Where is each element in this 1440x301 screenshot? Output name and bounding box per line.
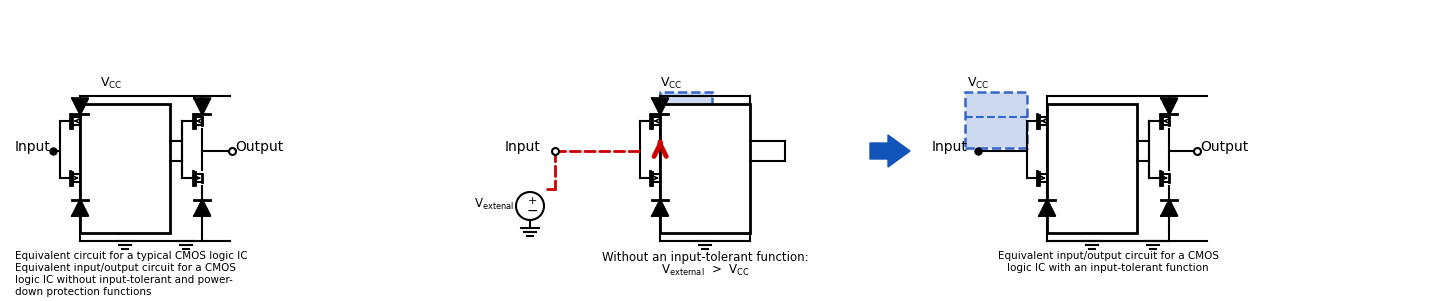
FancyArrow shape — [870, 135, 910, 167]
Text: Equivalent circuit for a typical CMOS logic IC: Equivalent circuit for a typical CMOS lo… — [14, 251, 248, 261]
Text: Output: Output — [235, 140, 284, 154]
Text: −: − — [526, 204, 537, 218]
Polygon shape — [1161, 200, 1178, 216]
Text: Input: Input — [505, 140, 541, 154]
Bar — [81, 104, 170, 233]
Polygon shape — [1161, 98, 1178, 114]
Text: Equivalent input/output circuit for a CMOS: Equivalent input/output circuit for a CM… — [998, 251, 1218, 261]
Text: down protection functions: down protection functions — [14, 287, 151, 297]
Text: Output: Output — [1201, 140, 1248, 154]
Bar — [1047, 104, 1138, 233]
Polygon shape — [1040, 200, 1056, 216]
FancyBboxPatch shape — [965, 92, 1027, 148]
Polygon shape — [652, 200, 668, 216]
Text: Without an input-tolerant function:: Without an input-tolerant function: — [602, 251, 808, 264]
Text: logic IC with an input-tolerant function: logic IC with an input-tolerant function — [1008, 263, 1210, 273]
Polygon shape — [72, 200, 88, 216]
Text: V$_{\rm external}$  >  V$_{\rm CC}$: V$_{\rm external}$ > V$_{\rm CC}$ — [661, 263, 749, 278]
Text: Input: Input — [14, 140, 50, 154]
Text: Input: Input — [932, 140, 968, 154]
Text: +: + — [527, 196, 537, 206]
Text: V$_{\rm CC}$: V$_{\rm CC}$ — [968, 76, 989, 91]
Polygon shape — [652, 98, 668, 114]
Polygon shape — [194, 98, 210, 114]
FancyBboxPatch shape — [660, 92, 711, 134]
Bar — [660, 104, 750, 233]
Text: V$_{\rm extenal}$: V$_{\rm extenal}$ — [474, 197, 514, 212]
Polygon shape — [194, 200, 210, 216]
Text: V$_{\rm CC}$: V$_{\rm CC}$ — [101, 76, 122, 91]
Polygon shape — [72, 98, 88, 114]
Text: V$_{\rm CC}$: V$_{\rm CC}$ — [660, 76, 683, 91]
Text: logic IC without input-tolerant and power-: logic IC without input-tolerant and powe… — [14, 275, 233, 285]
Text: Equivalent input/output circuit for a CMOS: Equivalent input/output circuit for a CM… — [14, 263, 236, 273]
